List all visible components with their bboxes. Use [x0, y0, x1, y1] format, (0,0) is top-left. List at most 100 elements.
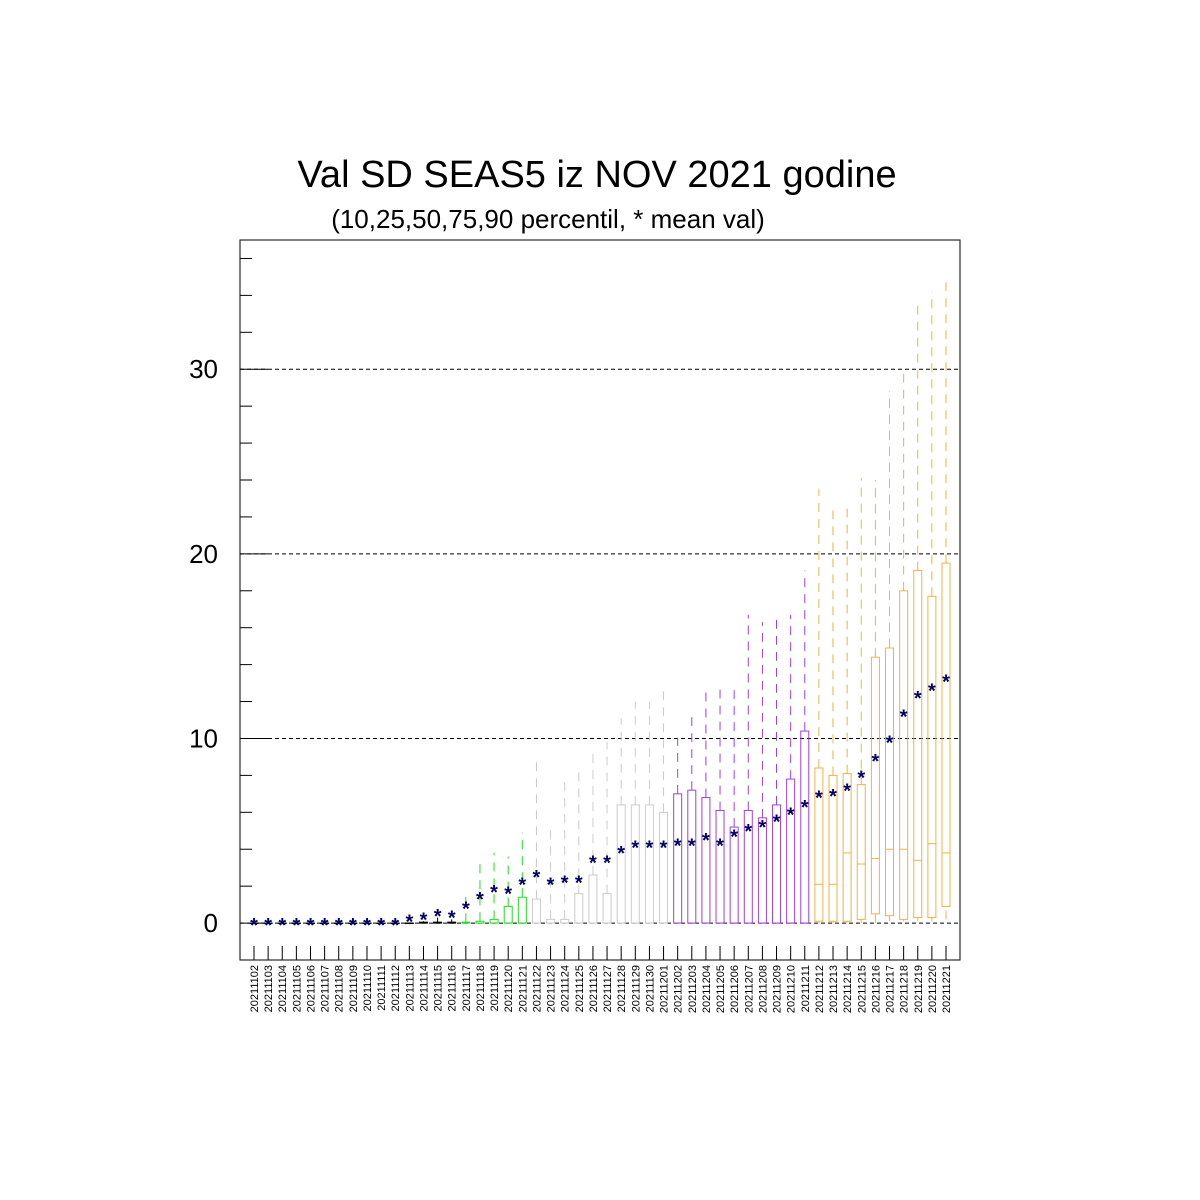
box-iqr — [503, 905, 513, 924]
mean-marker: * — [278, 915, 286, 937]
box-20211109 — [348, 922, 358, 925]
x-tick-labels: 20211102 20211103 20211104 20211105 20211106… — [249, 946, 953, 1013]
x-tick-label: 20211120 — [503, 965, 515, 1012]
box-20211128 — [616, 718, 626, 924]
y-tick-label: 30 — [189, 354, 218, 384]
mean-marker: * — [434, 906, 442, 928]
y-tick-label: 20 — [189, 539, 218, 569]
x-tick-label: 20211208 — [757, 965, 769, 1013]
mean-marker: * — [377, 915, 385, 937]
x-tick-label: 20211201 — [659, 965, 671, 1013]
box-20211207 — [743, 614, 753, 924]
mean-marker: * — [617, 843, 625, 865]
mean-marker: * — [518, 874, 526, 896]
box-20211123 — [546, 825, 556, 924]
box-iqr — [814, 767, 824, 922]
y-tick-label: 0 — [204, 908, 218, 938]
x-tick-label: 20211211 — [800, 965, 812, 1012]
x-tick-label: 20211216 — [870, 965, 882, 1013]
x-tick-label: 20211213 — [828, 965, 840, 1013]
mean-marker: * — [646, 838, 654, 860]
x-tick-label: 20211103 — [263, 965, 275, 1012]
x-tick-label: 20211130 — [644, 965, 656, 1012]
box-20211121 — [517, 832, 527, 924]
y-tick-label: 10 — [189, 723, 218, 753]
box-20211102 — [249, 922, 259, 925]
box-iqr — [800, 730, 810, 924]
box-20211202 — [673, 738, 683, 924]
x-tick-label: 20211106 — [305, 965, 317, 1012]
x-tick-label: 20211124 — [560, 965, 572, 1012]
mean-marker: * — [674, 836, 682, 858]
box-20211220 — [927, 291, 937, 922]
box-20211110 — [362, 922, 372, 925]
mean-marker: * — [688, 836, 696, 858]
x-tick-label: 20211217 — [885, 965, 897, 1013]
box-20211221 — [941, 278, 951, 920]
x-tick-label: 20211112 — [390, 965, 402, 1012]
mean-marker: * — [801, 797, 809, 819]
mean-marker: * — [561, 873, 569, 895]
box-iqr — [673, 793, 683, 924]
mean-marker: * — [787, 804, 795, 826]
box-iqr — [885, 647, 895, 917]
box-20211214 — [842, 502, 852, 924]
box-20211215 — [856, 478, 866, 924]
box-iqr — [870, 656, 880, 915]
box-iqr — [856, 784, 866, 920]
box-iqr — [927, 595, 937, 919]
x-tick-label: 20211206 — [729, 965, 741, 1013]
box-20211120 — [503, 856, 513, 924]
box-iqr — [899, 590, 909, 920]
mean-marker: * — [603, 852, 611, 874]
mean-marker: * — [589, 852, 597, 874]
mean-marker: * — [292, 915, 300, 937]
box-iqr — [828, 774, 838, 922]
mean-marker: * — [405, 911, 413, 933]
box-20211204 — [701, 690, 711, 924]
mean-marker: * — [363, 915, 371, 937]
mean-marker: * — [928, 681, 936, 703]
x-tick-label: 20211202 — [673, 965, 685, 1013]
mean-marker: * — [900, 706, 908, 728]
mean-marker: * — [264, 915, 272, 937]
box-20211119 — [489, 852, 499, 924]
mean-marker: * — [914, 688, 922, 710]
box-20211219 — [913, 300, 923, 922]
box-20211213 — [828, 507, 838, 924]
x-tick-label: 20211104 — [277, 965, 289, 1012]
x-tick-label: 20211109 — [348, 965, 360, 1012]
x-tick-label: 20211119 — [489, 965, 501, 1012]
box-20211114 — [418, 921, 428, 924]
mean-marker: * — [843, 780, 851, 802]
mean-marker: * — [575, 873, 583, 895]
x-tick-label: 20211107 — [320, 965, 332, 1012]
x-tick-label: 20211128 — [616, 965, 628, 1012]
box-20211116 — [447, 919, 457, 924]
x-tick-label: 20211102 — [249, 965, 261, 1012]
x-tick-label: 20211125 — [574, 965, 586, 1012]
mean-marker: * — [702, 830, 710, 852]
box-20211125 — [574, 768, 584, 924]
box-20211201 — [659, 684, 669, 924]
x-tick-label: 20211207 — [743, 965, 755, 1013]
box-20211211 — [800, 570, 810, 924]
x-tick-label: 20211126 — [588, 965, 600, 1012]
box-iqr — [546, 918, 556, 924]
box-20211117 — [461, 891, 471, 924]
x-tick-label: 20211110 — [362, 965, 374, 1012]
y-minor-ticks — [240, 257, 268, 924]
box-iqr — [588, 874, 598, 924]
box-20211217 — [885, 391, 895, 922]
x-tick-label: 20211218 — [899, 965, 911, 1013]
mean-marker: * — [886, 732, 894, 754]
box-20211103 — [263, 922, 273, 925]
box-20211124 — [560, 780, 570, 924]
box-20211210 — [786, 614, 796, 924]
x-tick-label: 20211113 — [404, 965, 416, 1012]
mean-marker: * — [250, 915, 258, 937]
gridlines — [240, 368, 960, 924]
x-tick-label: 20211123 — [546, 965, 558, 1012]
box-20211205 — [715, 686, 725, 924]
